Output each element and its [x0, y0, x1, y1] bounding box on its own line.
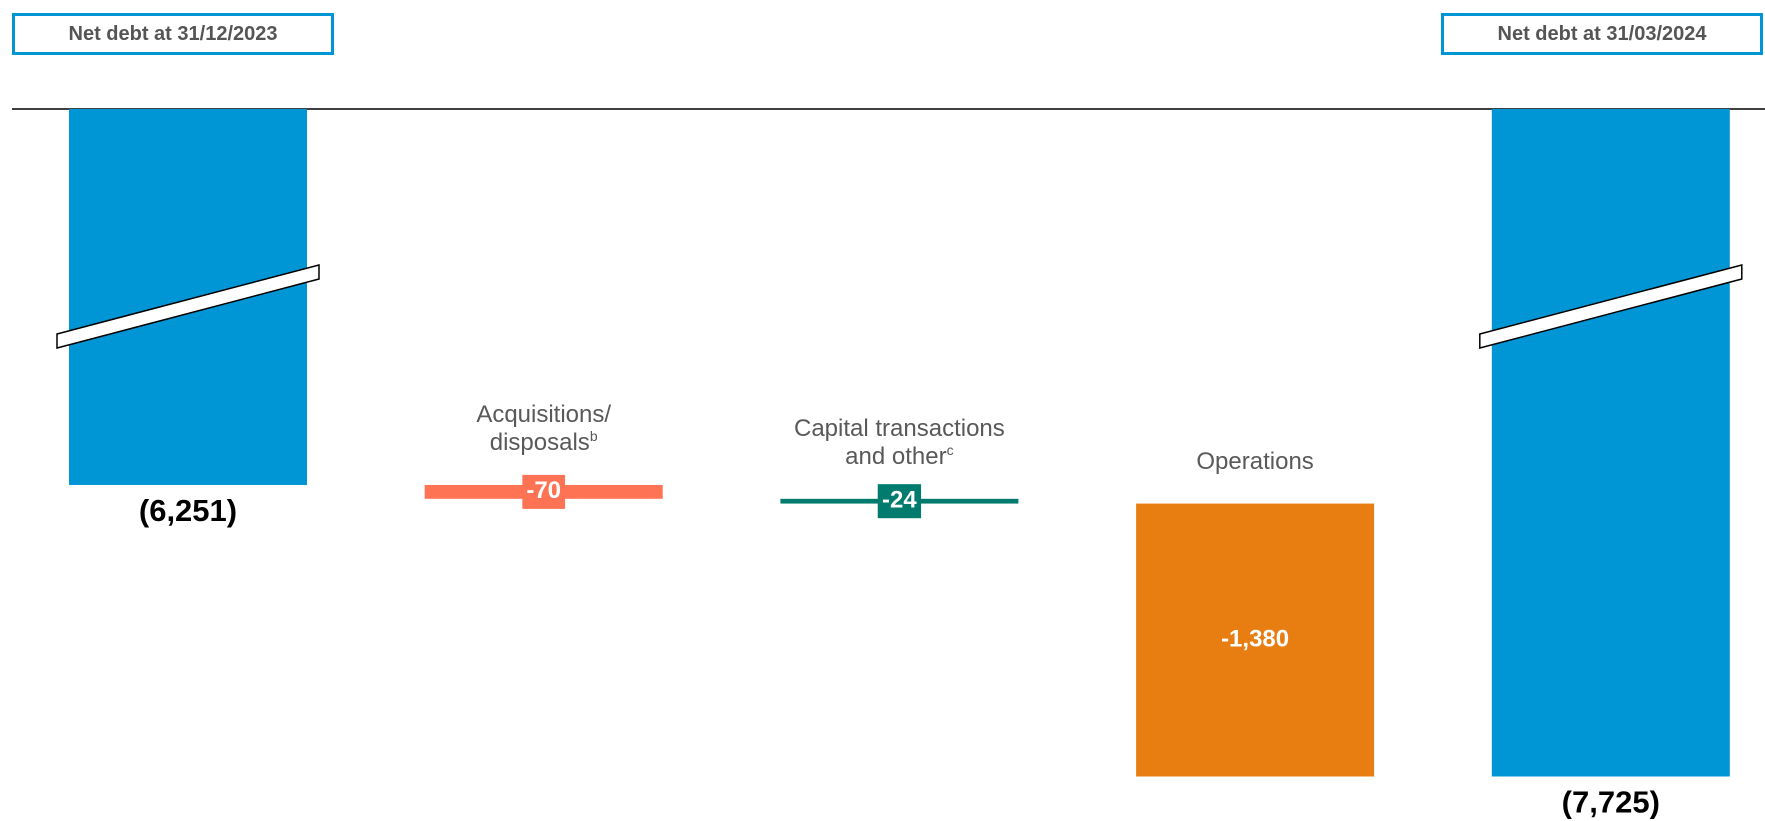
value-label-bg [877, 484, 922, 519]
category-label-wrap: Operations [1145, 448, 1365, 476]
footnote-mark: c [946, 441, 954, 458]
value-label: (7,725) [1562, 785, 1660, 820]
category-label: Net debt at 31/03/2024 [1497, 22, 1707, 45]
value-label-bg [522, 474, 566, 509]
category-label: Capital transactions and other [794, 414, 1005, 470]
total-bar [1491, 109, 1730, 777]
category-label-wrap: Capital transactions and otherc [789, 415, 1009, 471]
category-label-wrap: Acquisitions/ disposalsb [434, 401, 654, 457]
category-label: Operations [1196, 447, 1314, 475]
value-label: (6,251) [139, 493, 237, 528]
axis-break [56, 264, 320, 349]
value-label: -70 [526, 477, 561, 504]
total-bar [69, 109, 307, 485]
value-label: -1,380 [1221, 625, 1289, 652]
footnote-mark: b [589, 427, 598, 444]
delta-bar [1136, 503, 1375, 777]
axis-break [1479, 264, 1743, 349]
category-box: Net debt at 31/03/2024 [1441, 13, 1763, 55]
category-box: Net debt at 31/12/2023 [12, 13, 334, 55]
category-label: Net debt at 31/12/2023 [68, 22, 278, 45]
category-label: Acquisitions/ disposals [476, 400, 612, 456]
value-label: -24 [882, 487, 917, 514]
